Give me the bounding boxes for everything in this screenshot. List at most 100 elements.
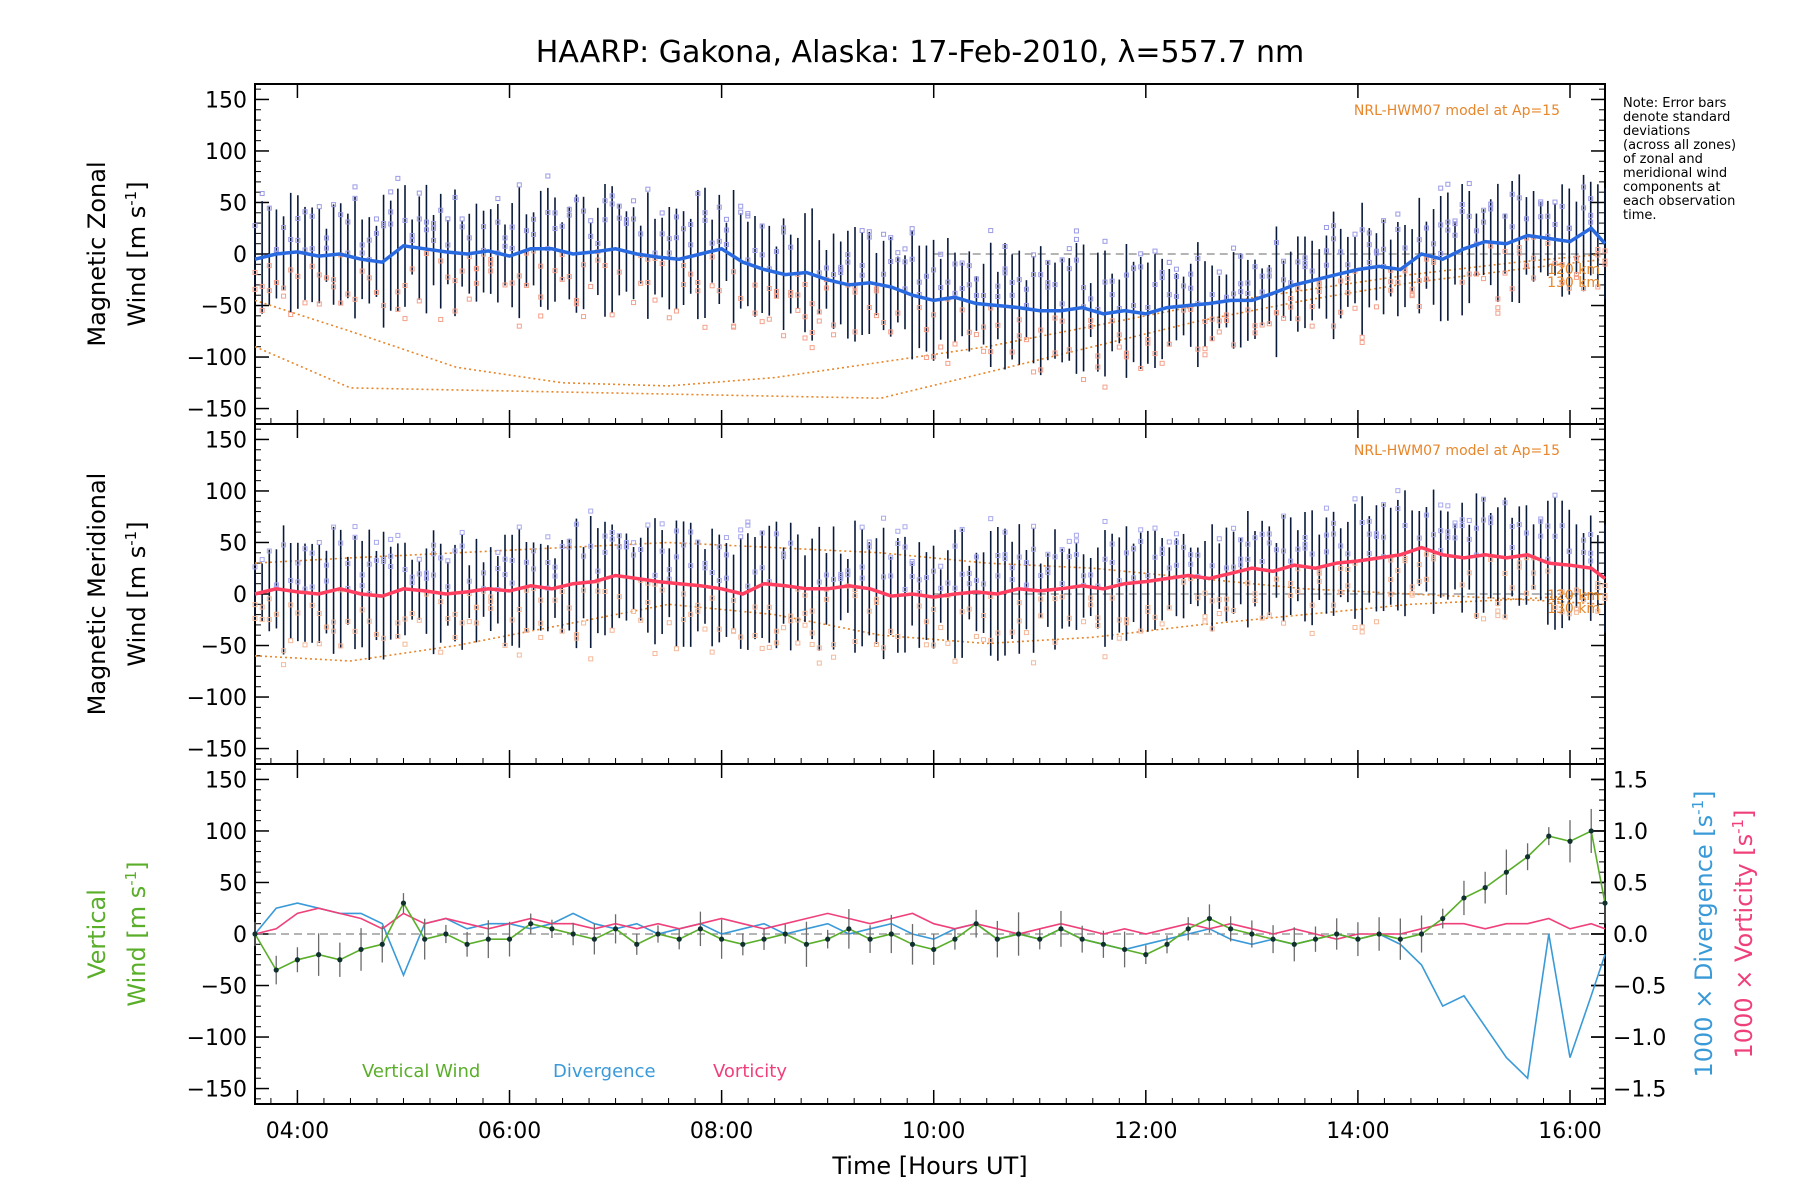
zone-marker (1552, 492, 1558, 498)
zone-marker (766, 316, 772, 322)
zone-marker (1081, 619, 1087, 625)
zone-marker (1359, 334, 1365, 340)
vertical-wind-point (634, 941, 640, 947)
zone-marker (1009, 349, 1015, 355)
zone-marker (1452, 218, 1458, 224)
zone-marker (1423, 225, 1429, 231)
zone-marker (602, 549, 608, 555)
zone-marker (1588, 219, 1594, 225)
zone-marker (909, 561, 915, 567)
zone-marker (381, 635, 387, 641)
zone-marker (702, 565, 708, 571)
zone-marker (1052, 596, 1058, 602)
zone-marker (781, 551, 787, 557)
zone-marker (973, 577, 979, 583)
zone-marker (952, 290, 958, 296)
zone-marker (1002, 244, 1008, 250)
zone-marker (481, 224, 487, 230)
zone-marker (959, 260, 965, 266)
zone-marker (838, 270, 844, 276)
y-tick-label: 150 (205, 768, 247, 793)
zone-marker (566, 274, 572, 280)
zone-marker (973, 554, 979, 560)
zone-marker (1388, 591, 1394, 597)
x-tick-label: 06:00 (478, 1119, 541, 1144)
vertical-wind-point (1503, 869, 1509, 875)
zone-marker (352, 195, 358, 201)
zone-marker (1359, 339, 1365, 345)
zone-marker (1016, 618, 1022, 624)
zone-marker (1066, 538, 1072, 544)
zone-marker (1045, 551, 1051, 557)
zone-marker (288, 638, 294, 644)
zone-marker (823, 265, 829, 271)
zone-marker (788, 540, 794, 546)
zone-marker (409, 233, 415, 239)
vertical-wind-point (952, 936, 958, 942)
zone-marker (538, 294, 544, 300)
note-line: of zonal and (1623, 152, 1703, 167)
zone-marker (502, 282, 508, 288)
zone-marker (309, 263, 315, 269)
zone-marker (895, 541, 901, 547)
vertical-wind-point (994, 936, 1000, 942)
zone-marker (266, 548, 272, 554)
zone-marker (609, 312, 615, 318)
y-tick-label: −100 (187, 686, 247, 711)
zone-marker (716, 578, 722, 584)
zone-marker (1359, 227, 1365, 233)
vertical-wind-point (506, 936, 513, 942)
zone-marker (573, 301, 579, 307)
zone-marker (1159, 269, 1165, 275)
zone-marker (359, 572, 365, 578)
y-axis-title-line2: Wind [m s-1] (122, 181, 151, 326)
model-alt-label: 120 km (1547, 262, 1600, 278)
zone-marker (1102, 238, 1108, 244)
zone-marker (695, 602, 701, 608)
zone-marker (1116, 332, 1122, 338)
zone-marker (1052, 315, 1058, 321)
zone-marker (816, 270, 822, 276)
zone-marker (1259, 531, 1265, 537)
zone-marker (652, 572, 658, 578)
zone-marker (1273, 547, 1279, 553)
model-label: NRL-HWM07 model at Ap=15 (1354, 103, 1560, 119)
zone-marker (931, 267, 937, 273)
y2-axis-title-close: ] (1690, 790, 1718, 799)
zone-marker (252, 615, 258, 621)
zone-marker (538, 313, 544, 319)
zone-marker (1152, 525, 1158, 531)
zone-marker (281, 293, 287, 299)
zone-marker (873, 642, 879, 648)
zone-marker (423, 251, 429, 257)
zone-marker (673, 554, 679, 560)
zone-marker (631, 216, 637, 222)
zone-marker (738, 209, 744, 215)
zone-marker (1266, 273, 1272, 279)
zone-marker (945, 640, 951, 646)
zone-marker (1352, 624, 1358, 630)
zone-marker (716, 238, 722, 244)
zone-marker (366, 275, 372, 281)
zone-marker (595, 257, 601, 263)
zone-marker (666, 236, 672, 242)
zone-marker (1409, 291, 1415, 297)
zone-marker (1459, 523, 1465, 529)
zone-marker (431, 225, 437, 231)
zone-marker (1216, 318, 1222, 324)
zone-marker (859, 272, 865, 278)
zone-marker (402, 567, 408, 573)
zone-marker (716, 288, 722, 294)
zone-marker (488, 261, 494, 267)
zone-marker (1602, 593, 1608, 599)
zone-marker (1181, 283, 1187, 289)
zone-marker (266, 288, 272, 294)
zone-marker (1288, 558, 1294, 564)
zone-marker (509, 245, 515, 251)
zone-marker (523, 282, 529, 288)
zone-marker (438, 316, 444, 322)
zone-marker (1516, 564, 1522, 570)
zone-marker (352, 296, 358, 302)
zone-marker (673, 308, 679, 314)
zone-marker (359, 583, 365, 589)
